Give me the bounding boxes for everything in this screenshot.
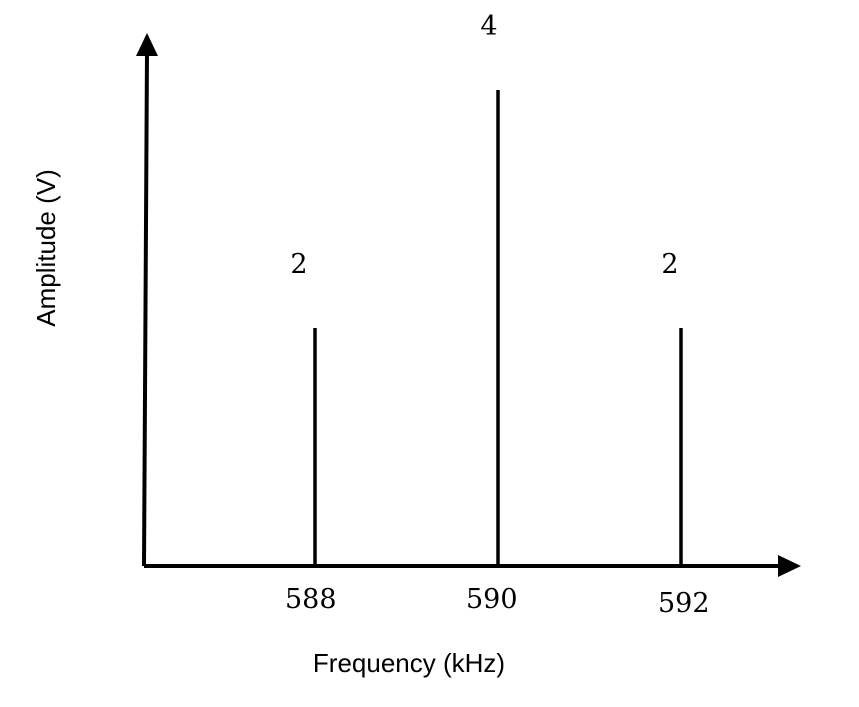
- x-tick-label-590: 590: [466, 584, 518, 615]
- data-label-592: 2: [661, 249, 678, 280]
- x-axis-title: Frequency (kHz): [313, 648, 505, 678]
- y-axis-arrow: [136, 33, 158, 56]
- data-label-590: 4: [480, 11, 497, 42]
- x-axis-arrow: [778, 555, 801, 577]
- data-label-588: 2: [290, 249, 307, 280]
- y-axis-title: Amplitude (V): [31, 169, 61, 327]
- x-tick-label-588: 588: [285, 584, 337, 615]
- y-axis: [142, 51, 149, 567]
- x-tick-label-592: 592: [658, 588, 710, 619]
- spectral-lines: 2 588 4 590 2 592: [285, 11, 710, 619]
